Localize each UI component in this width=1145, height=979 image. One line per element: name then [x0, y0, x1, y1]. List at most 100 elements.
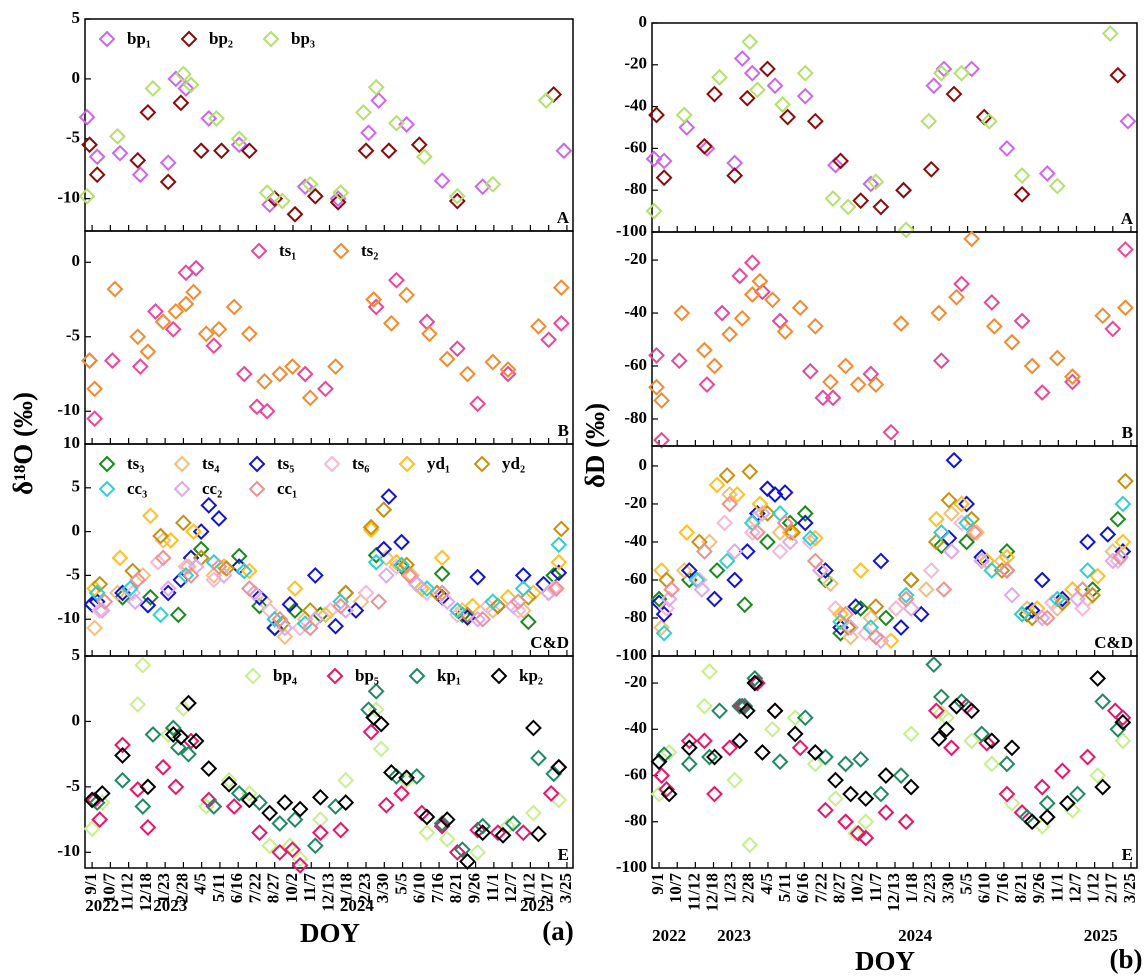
- data-point: [499, 361, 517, 378]
- data-point: [852, 750, 870, 768]
- data-point: [698, 139, 716, 157]
- data-point: [131, 358, 149, 375]
- data-point: [256, 373, 273, 390]
- data-point: [862, 609, 880, 627]
- data-point: [230, 547, 248, 565]
- data-point: [251, 824, 268, 842]
- data-point: [134, 656, 152, 674]
- data-point: [983, 562, 1001, 579]
- data-point: [177, 295, 195, 313]
- data-point: [842, 619, 860, 636]
- data-point: [415, 148, 433, 166]
- panel-letter: A: [557, 208, 570, 227]
- data-point: [144, 726, 162, 743]
- panel-label: (a): [542, 916, 573, 946]
- data-point: [766, 702, 784, 720]
- data-point: [655, 169, 673, 187]
- data-point: [902, 571, 920, 589]
- data-point: [726, 154, 744, 172]
- data-point: [877, 767, 895, 784]
- data-point: [925, 77, 943, 95]
- data-point: [550, 758, 568, 776]
- data-point: [658, 571, 676, 589]
- data-point: [433, 549, 451, 567]
- data-point: [940, 491, 958, 509]
- legend-label: kp₂: [519, 666, 543, 685]
- data-point: [276, 794, 294, 811]
- data-point: [380, 142, 398, 160]
- data-point: [121, 580, 139, 597]
- data-point: [1114, 533, 1132, 551]
- data-point: [362, 521, 380, 539]
- data-point: [892, 767, 910, 784]
- data-point: [174, 65, 192, 83]
- data-point: [393, 533, 410, 551]
- legend-label: bp₃: [291, 29, 315, 48]
- data-point: [159, 154, 177, 172]
- data-point: [1114, 732, 1132, 750]
- data-point: [648, 106, 665, 124]
- data-point: [708, 476, 726, 494]
- data-point: [867, 173, 885, 191]
- data-point: [1094, 693, 1112, 710]
- data-point: [653, 562, 670, 579]
- data-point: [174, 514, 192, 532]
- data-point: [114, 771, 131, 789]
- data-point: [985, 317, 1003, 335]
- data-point: [296, 610, 314, 628]
- data-point: [771, 543, 789, 560]
- data-point: [144, 80, 162, 97]
- data-point: [377, 566, 395, 584]
- data-point: [736, 596, 754, 614]
- data-point: [1053, 762, 1071, 780]
- data-point: [367, 701, 385, 719]
- data-point: [862, 365, 880, 383]
- data-point: [849, 376, 867, 393]
- data-point: [786, 725, 804, 743]
- y-tick-label: 5: [72, 477, 81, 496]
- data-point: [655, 605, 673, 623]
- legend-marker: [244, 667, 262, 685]
- data-point: [837, 357, 855, 375]
- data-point: [306, 187, 324, 205]
- year-label: 2025: [1084, 926, 1118, 945]
- legend-marker: [248, 480, 266, 498]
- data-point: [509, 593, 527, 611]
- data-point: [721, 325, 739, 343]
- data-point: [129, 571, 147, 589]
- data-point: [728, 486, 746, 503]
- data-point: [530, 749, 547, 767]
- data-point: [357, 142, 375, 160]
- data-point: [139, 343, 157, 361]
- data-point: [958, 697, 976, 715]
- data-point: [131, 166, 149, 184]
- data-point: [953, 495, 970, 513]
- data-point: [213, 142, 230, 160]
- data-point: [266, 610, 284, 628]
- data-point: [721, 495, 739, 513]
- data-point: [93, 784, 111, 802]
- data-point: [286, 811, 304, 828]
- data-point: [291, 850, 309, 868]
- data-point: [499, 365, 517, 383]
- data-point: [1033, 778, 1051, 796]
- data-point: [1106, 702, 1124, 720]
- data-point: [372, 740, 390, 758]
- panel-frame: [651, 445, 1138, 657]
- data-point: [980, 112, 998, 130]
- data-point: [418, 824, 436, 842]
- data-point: [1109, 720, 1127, 738]
- data-point: [91, 575, 109, 593]
- legend-label: ts₂: [361, 241, 378, 260]
- data-point: [1023, 601, 1041, 619]
- data-point: [154, 549, 172, 567]
- legend-marker: [326, 667, 344, 685]
- x-tick-label: 5/11: [209, 873, 228, 902]
- data-point: [1013, 605, 1031, 623]
- data-point: [273, 615, 291, 633]
- data-point: [743, 524, 761, 541]
- data-point: [530, 825, 547, 843]
- data-point: [301, 175, 319, 193]
- panel-frame: [84, 18, 574, 232]
